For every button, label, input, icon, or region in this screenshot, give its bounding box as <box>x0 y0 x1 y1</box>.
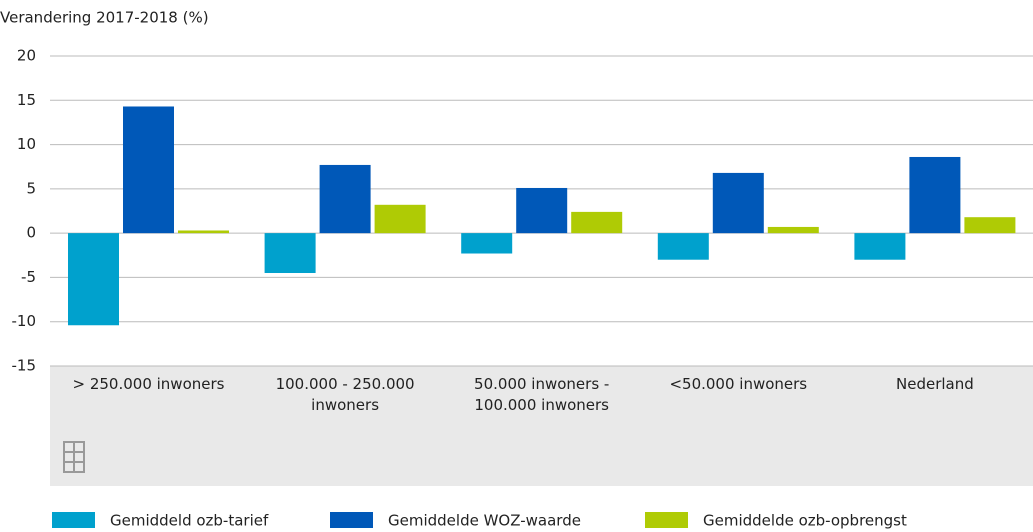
bar <box>264 233 316 273</box>
y-tick-label: -15 <box>12 357 37 375</box>
x-tick-label: 50.000 inwoners - 100.000 inwoners <box>474 375 610 414</box>
category-panel <box>50 366 1033 486</box>
logo <box>63 441 85 473</box>
bar <box>123 106 174 234</box>
bar <box>461 233 513 254</box>
y-tick-label: -10 <box>12 312 37 330</box>
legend-label: Gemiddelde ozb-opbrengst <box>703 512 907 530</box>
y-axis-label: Verandering 2017-2018 (%) <box>0 9 209 27</box>
y-tick-label: 5 <box>26 179 36 197</box>
bar <box>657 233 709 260</box>
legend-swatch <box>645 512 688 528</box>
bar <box>909 156 961 234</box>
x-tick-label: 100.000 - 250.000 inwoners <box>275 375 415 414</box>
bar <box>964 217 1016 234</box>
y-tick-label: 15 <box>17 91 36 109</box>
y-tick-label: 0 <box>26 224 36 242</box>
x-tick-label: Nederland <box>896 375 974 393</box>
bar <box>571 211 623 234</box>
bar <box>767 226 819 234</box>
legend-label: Gemiddelde WOZ-waarde <box>388 512 581 530</box>
legend-swatch <box>52 512 95 528</box>
y-tick-label: -5 <box>21 268 36 286</box>
bar <box>374 204 426 234</box>
bar <box>178 230 229 234</box>
y-tick-label: 10 <box>17 135 36 153</box>
bar <box>68 233 119 326</box>
legend-swatch <box>330 512 373 528</box>
y-tick-label: 20 <box>17 47 36 65</box>
bar <box>854 233 906 260</box>
x-tick-label: <50.000 inwoners <box>669 375 808 393</box>
legend-label: Gemiddeld ozb-tarief <box>110 512 269 530</box>
bar <box>712 172 764 234</box>
x-tick-label: > 250.000 inwoners <box>72 375 225 393</box>
bar <box>516 187 568 234</box>
bar <box>319 164 371 234</box>
